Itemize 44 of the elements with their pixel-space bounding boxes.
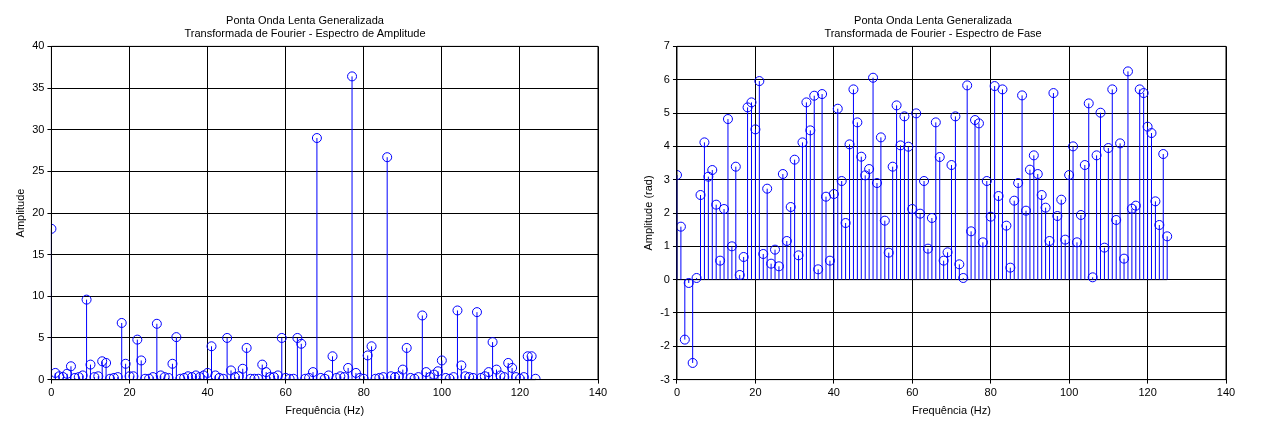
x-tick-label: 120 bbox=[510, 386, 530, 399]
x-tick-label: 120 bbox=[1138, 386, 1157, 399]
y-tick-label: 6 bbox=[663, 72, 670, 85]
chart-title: Ponta Onda Lenta Generalizada bbox=[226, 13, 385, 26]
y-tick-label: 1 bbox=[663, 239, 670, 252]
x-tick-label: 80 bbox=[984, 386, 997, 399]
y-axis-title: Amplitude (rad) bbox=[641, 175, 654, 251]
x-tick-label: 0 bbox=[48, 386, 55, 399]
x-tick-label: 40 bbox=[201, 386, 214, 399]
y-tick-label: -3 bbox=[660, 372, 670, 385]
y-tick-label: 15 bbox=[32, 247, 45, 260]
x-axis-title: Frequência (Hz) bbox=[912, 404, 991, 417]
x-tick-label: 140 bbox=[588, 386, 608, 399]
x-axis-title: Frequência (Hz) bbox=[285, 404, 365, 417]
y-tick-label: 25 bbox=[32, 164, 45, 177]
x-tick-label: 140 bbox=[1216, 386, 1236, 399]
y-tick-label: 35 bbox=[32, 81, 45, 94]
y-tick-label: 0 bbox=[663, 272, 670, 285]
x-tick-label: 100 bbox=[432, 386, 452, 399]
y-tick-label: 7 bbox=[663, 39, 670, 52]
x-tick-label: 100 bbox=[1059, 386, 1079, 399]
y-tick-label: 40 bbox=[32, 39, 45, 52]
y-tick-label: -1 bbox=[660, 305, 670, 318]
y-tick-label: 30 bbox=[32, 122, 45, 135]
y-tick-label: 5 bbox=[38, 330, 45, 343]
y-axis-title: Amplitude bbox=[13, 188, 26, 238]
x-tick-label: 60 bbox=[906, 386, 919, 399]
y-tick-label: 5 bbox=[663, 106, 670, 119]
x-tick-label: 60 bbox=[279, 386, 292, 399]
chart-title: Ponta Onda Lenta Generalizada bbox=[854, 13, 1013, 26]
y-tick-label: 3 bbox=[663, 172, 670, 185]
y-tick-label: 2 bbox=[663, 206, 670, 219]
x-tick-label: 40 bbox=[827, 386, 840, 399]
x-tick-label: 20 bbox=[749, 386, 762, 399]
y-tick-label: 4 bbox=[663, 139, 670, 152]
y-tick-label: -2 bbox=[660, 339, 670, 352]
x-tick-label: 80 bbox=[357, 386, 370, 399]
y-tick-label: 10 bbox=[32, 289, 45, 302]
chart-subtitle: Transformada de Fourier - Espectro de Amplitude bbox=[184, 26, 426, 39]
y-tick-label: 0 bbox=[38, 372, 45, 385]
x-tick-label: 0 bbox=[673, 386, 681, 399]
chart-subtitle: Transformada de Fourier - Espectro de Fase bbox=[824, 26, 1042, 39]
x-tick-label: 20 bbox=[123, 386, 136, 399]
y-tick-label: 20 bbox=[32, 206, 45, 219]
